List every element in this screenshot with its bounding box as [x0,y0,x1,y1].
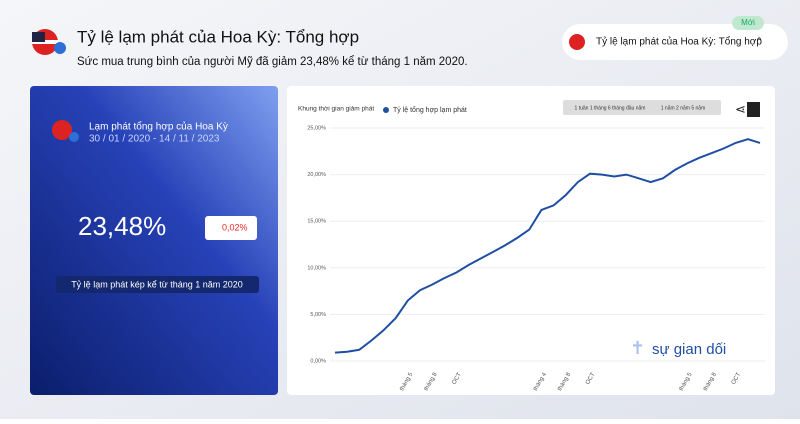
selector-label[interactable]: Tỷ lệ lạm phát của Hoa Kỳ: Tổng hợp [596,36,762,48]
legend-marker [383,107,389,113]
change-box [205,216,257,240]
legend-label: Tỷ lệ tổng hợp lạm phát [393,106,467,114]
watermark-logo: ✝ [630,338,645,358]
csv-icon[interactable] [747,102,760,117]
y-tick-label: 20,00% [307,172,326,178]
page-subtitle: Sức mua trung bình của người Mỹ đã giảm … [77,56,468,68]
flag-icon [32,29,66,55]
flag-icon [569,34,585,50]
watermark: sự gian dối [652,341,726,358]
line-chart: Khung thời gian giảm phát Tỷ lệ tổng hợp … [298,106,765,392]
card-caption: Tỷ lệ lạm phát kép kể từ tháng 1 năm 202… [71,279,243,289]
annotation: Khung thời gian giảm phát [298,106,374,113]
y-tick-label: 5,00% [310,312,326,318]
badge-text: Mới [741,18,755,27]
range-buttons[interactable]: 1 tuần 1 tháng 6 tháng đầu năm [575,105,646,111]
chart-card [287,86,775,395]
badge [732,16,764,30]
x-tick-label: OCT [585,372,597,386]
flag-icon [69,132,79,142]
card-date-range: 30 / 01 / 2020 - 14 / 11 / 2023 [89,134,220,145]
page-title: Tỷ lệ lạm phát của Hoa Kỳ: Tổng hợp [77,27,359,46]
share-icon[interactable]: ⋖ [735,101,746,116]
card-change: 0,02% [222,222,248,232]
summary-card [30,86,278,395]
card-value: 23,48% [78,211,166,241]
y-tick-label: 10,00% [307,265,326,271]
selector[interactable] [562,24,788,60]
y-tick-label: 15,00% [307,219,326,225]
y-tick-label: 25,00% [307,125,326,131]
x-tick-label: OCT [731,372,743,386]
flag-icon [52,120,72,140]
caption-box [56,276,259,293]
y-tick-label: 0,00% [310,358,326,364]
chevron[interactable]: ⌃ [755,37,763,48]
series-line [334,138,761,354]
range-selector[interactable] [563,100,721,115]
x-tick-label: OCT [451,372,463,386]
range-buttons[interactable]: 1 năm 2 năm 5 năm [661,105,705,111]
card-title: Lạm phát tổng hợp của Hoa Kỳ [89,121,228,133]
